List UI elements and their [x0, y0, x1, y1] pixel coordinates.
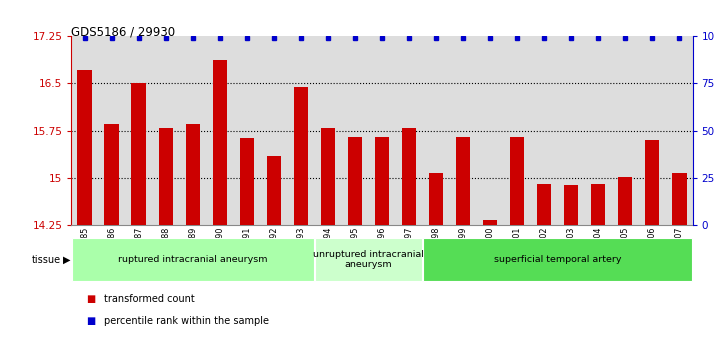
- Bar: [483, 220, 498, 225]
- Bar: [563, 185, 578, 225]
- Text: percentile rank within the sample: percentile rank within the sample: [104, 316, 268, 326]
- Bar: [104, 125, 119, 225]
- Text: ■: ■: [86, 294, 95, 305]
- Bar: [131, 83, 146, 225]
- Bar: [78, 70, 92, 225]
- Text: transformed count: transformed count: [104, 294, 194, 305]
- Bar: [672, 174, 686, 225]
- Bar: [239, 138, 254, 225]
- Bar: [266, 156, 281, 225]
- Bar: [590, 184, 605, 225]
- Bar: [428, 174, 443, 225]
- Text: ▶: ▶: [63, 254, 71, 265]
- Bar: [159, 127, 174, 225]
- Bar: [348, 137, 363, 225]
- Text: ruptured intracranial aneurysm: ruptured intracranial aneurysm: [119, 255, 268, 264]
- Bar: [72, 238, 314, 281]
- Bar: [537, 184, 551, 225]
- Bar: [213, 60, 227, 225]
- Bar: [315, 238, 422, 281]
- Bar: [375, 137, 389, 225]
- Text: superficial temporal artery: superficial temporal artery: [494, 255, 621, 264]
- Bar: [456, 137, 471, 225]
- Bar: [423, 238, 692, 281]
- Bar: [293, 87, 308, 225]
- Bar: [321, 127, 336, 225]
- Bar: [186, 125, 201, 225]
- Bar: [618, 177, 633, 225]
- Bar: [401, 127, 416, 225]
- Text: tissue: tissue: [31, 254, 61, 265]
- Bar: [510, 137, 525, 225]
- Text: ■: ■: [86, 316, 95, 326]
- Bar: [645, 140, 660, 225]
- Text: GDS5186 / 29930: GDS5186 / 29930: [71, 25, 176, 38]
- Text: unruptured intracranial
aneurysm: unruptured intracranial aneurysm: [313, 250, 424, 269]
